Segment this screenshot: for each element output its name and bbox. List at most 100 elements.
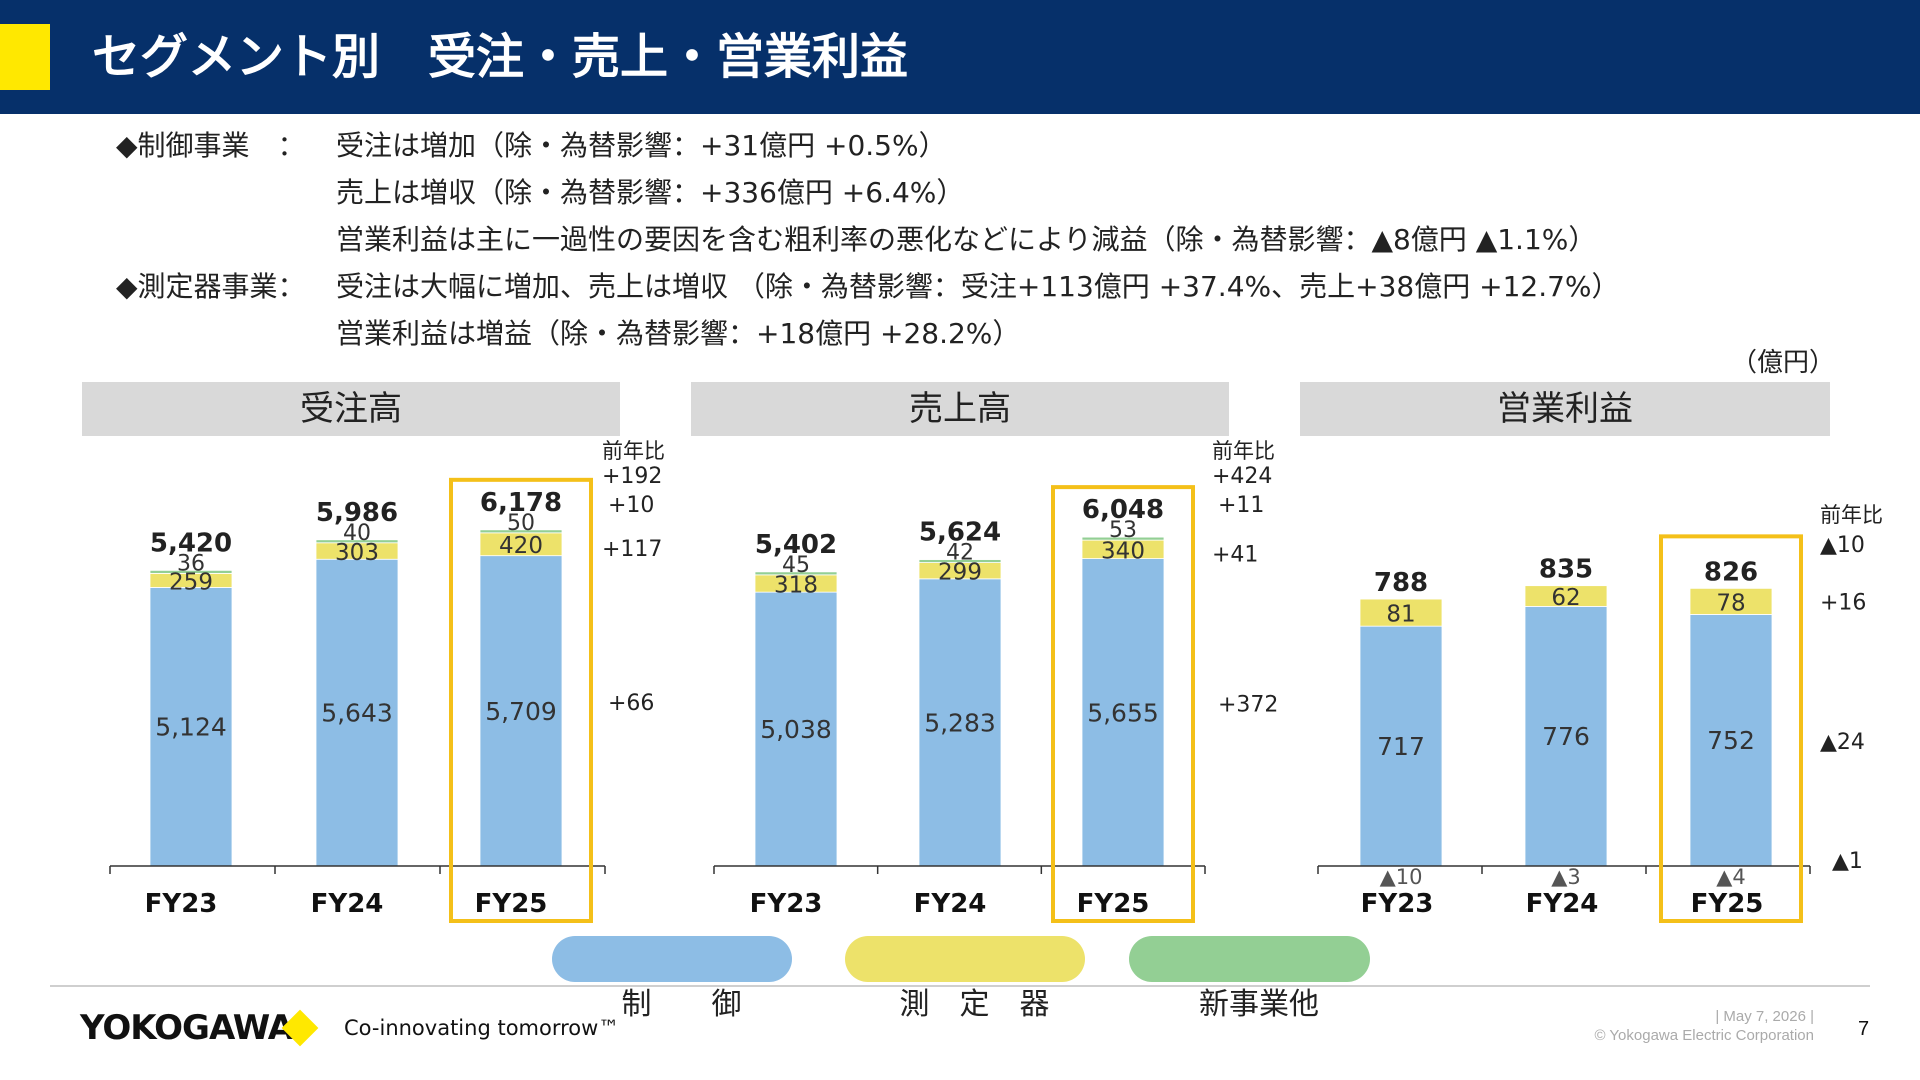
highlight-box [1659,534,1803,923]
footer-divider [50,985,1870,987]
legend-control: 制 御 [552,936,792,1022]
header-accent [0,24,50,90]
bar-control [918,578,1002,867]
x-tick-label: FY25 [475,889,548,919]
yoy-control: +372 [1218,692,1278,717]
header-bar: セグメント別 受注・売上・営業利益 [0,0,1920,114]
legend-label: 制 御 [621,987,742,1022]
data-label-control: 752 [1707,726,1755,755]
data-label-measure: 299 [938,560,982,586]
yoy-total: +192 [602,464,662,489]
bar-control [1689,614,1773,867]
legend-label: 新事業他 [1199,987,1320,1022]
company-logo: YOKOGAWA [80,1008,294,1048]
bullet-label: ◆制御事業 ： [116,129,306,162]
data-label-measure: 62 [1551,585,1580,611]
data-label-newbiz: 53 [1109,518,1137,543]
highlight-box [449,477,593,923]
bullet-row: 売上は増収（除・為替影響：+336億円 +6.4%） [116,169,1716,216]
yoy-title: 前年比 [602,439,665,463]
bar-control [149,587,233,867]
bar-control [479,555,563,867]
data-label-control: 5,655 [1087,698,1159,727]
data-label-total: 5,986 [316,498,398,528]
bullet-list: ◆制御事業 ： 受注は増加（除・為替影響：+31億円 +0.5%） 売上は増収（… [116,122,1716,357]
data-label-newbiz: 40 [343,521,371,546]
bar-control [315,558,399,867]
yoy-newbiz: +11 [1218,493,1264,518]
chart-title-profit: 営業利益 [1300,382,1830,436]
yoy-title: 前年比 [1820,503,1883,527]
bar-newbiz [149,569,233,574]
x-tick-label: FY24 [1526,889,1599,919]
data-label-total: 835 [1539,555,1593,585]
bar-control [754,591,838,867]
data-label-newbiz: 45 [782,553,810,578]
page-title: セグメント別 受注・売上・営業利益 [92,29,909,85]
yoy-measure: +41 [1212,542,1258,567]
data-label-total: 5,420 [150,528,232,558]
bar-newbiz [754,571,838,576]
bar-measure [1359,598,1443,627]
bullet-row: 営業利益は主に一過性の要因を含む粗利率の悪化などにより減益（除・為替影響：▲8億… [116,216,1716,263]
data-label-control: 5,709 [485,697,557,726]
data-label-total: 826 [1704,557,1758,587]
yoy-measure: +117 [602,537,662,562]
x-tick-label: FY24 [914,889,987,919]
yoy-control: +66 [608,691,654,716]
yoy-newbiz: ▲1 [1832,849,1863,874]
x-tick-label: FY25 [1691,889,1764,919]
footer-copyright: © Yokogawa Electric Corporation [1594,1027,1814,1044]
x-tick-label: FY23 [1361,889,1434,919]
data-label-control: 5,283 [924,708,996,737]
data-label-control: 5,124 [155,713,227,742]
x-tick-label: FY23 [145,889,218,919]
data-label-total: 5,624 [919,518,1001,548]
bullet-row: ◆制御事業 ： 受注は増加（除・為替影響：+31億円 +0.5%） [116,122,1716,169]
x-tick-label: FY25 [1077,889,1150,919]
page-number: 7 [1858,1018,1870,1040]
bar-control [1081,558,1165,867]
data-label-newbiz: ▲3 [1551,865,1581,889]
data-label-measure: 303 [335,540,379,566]
bar-newbiz [479,529,563,534]
data-label-control: 717 [1377,732,1425,761]
legend-measure: 測 定 器 [845,936,1085,1022]
data-label-measure: 420 [499,533,543,559]
bullet-text: 受注は増加（除・為替影響：+31億円 +0.5%） [336,129,947,162]
data-label-measure: 81 [1386,602,1415,628]
data-label-measure: 78 [1716,590,1745,616]
footer-date: | May 7, 2026 | [1715,1008,1814,1025]
highlight-box [1051,485,1195,923]
tagline: Co-innovating tomorrow™ [344,1016,620,1040]
bar-newbiz [315,539,399,544]
bullet-text: 営業利益は増益（除・為替影響：+18億円 +28.2%） [336,317,1021,350]
legend-label: 測 定 器 [899,987,1050,1022]
yoy-total: ▲10 [1820,533,1865,558]
data-label-newbiz: 42 [946,541,974,566]
yoy-newbiz: +10 [608,493,654,518]
yoy-measure: +16 [1820,590,1866,615]
data-label-control: 5,643 [321,699,393,728]
unit-label: （億円） [1730,348,1835,378]
data-label-control: 776 [1542,722,1590,751]
yoy-total: +424 [1212,464,1272,489]
data-label-newbiz: 36 [177,551,205,576]
data-label-newbiz: ▲10 [1380,865,1423,889]
bullet-label: ◆測定器事業： [116,270,306,303]
bullet-text: 営業利益は主に一過性の要因を含む粗利率の悪化などにより減益（除・為替影響：▲8億… [336,223,1597,256]
data-label-total: 6,048 [1082,495,1164,525]
bar-measure [1524,585,1608,607]
chart-title-sales: 売上高 [691,382,1229,436]
bullet-row: ◆測定器事業： 受注は大幅に増加、売上は増収 （除・為替影響：受注+113億円 … [116,263,1716,310]
bar-measure [1689,587,1773,615]
data-label-total: 6,178 [480,488,562,518]
bar-control [1524,606,1608,867]
data-label-total: 5,402 [755,530,837,560]
x-tick-label: FY24 [311,889,384,919]
x-tick-label: FY23 [750,889,823,919]
bar-newbiz [918,559,1002,563]
data-label-newbiz: 50 [507,511,535,536]
bullet-text: 売上は増収（除・為替影響：+336億円 +6.4%） [336,176,965,209]
